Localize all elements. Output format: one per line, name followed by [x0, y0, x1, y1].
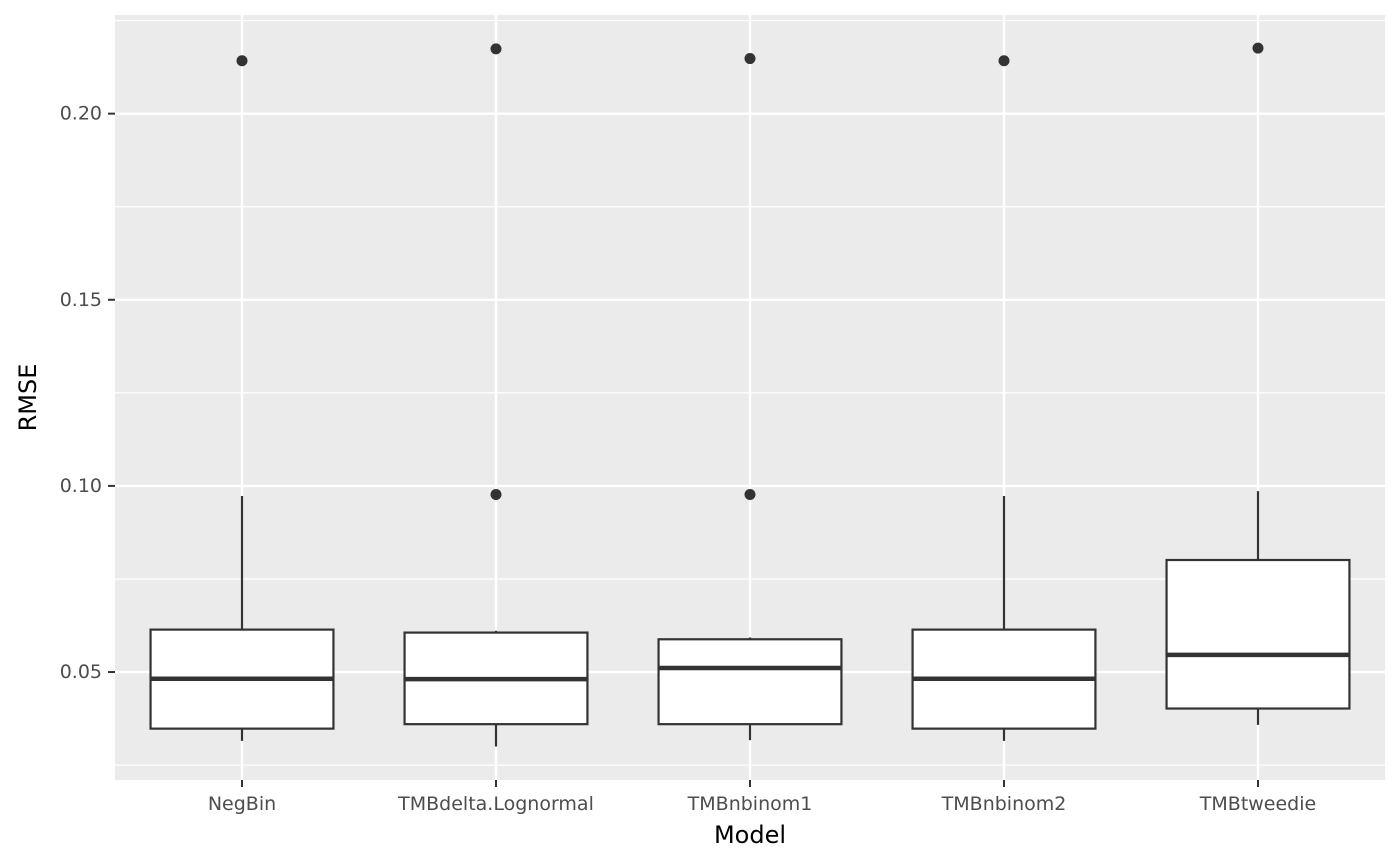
- box-iqr: [657, 638, 843, 726]
- x-tick-label: TMBnbinom1: [687, 793, 813, 815]
- box-iqr: [1165, 558, 1351, 710]
- outlier-point: [490, 488, 502, 500]
- y-tick-label: 0.05: [60, 661, 102, 683]
- y-tick-label: 0.10: [60, 475, 102, 497]
- box-tmbnbinom1: [657, 53, 843, 741]
- box-negbin: [149, 55, 335, 741]
- y-axis-title: RMSE: [14, 364, 42, 432]
- box-series: [149, 42, 1351, 747]
- outlier-point: [1252, 42, 1264, 54]
- y-tick-label: 0.20: [60, 103, 102, 125]
- box-tmbdelta-lognormal: [403, 43, 589, 747]
- outlier-point: [744, 53, 756, 65]
- x-tick-label: TMBdelta.Lognormal: [397, 793, 594, 815]
- x-tick-label: TMBnbinom2: [941, 793, 1067, 815]
- outlier-point: [236, 55, 248, 67]
- x-tick-label: TMBtweedie: [1199, 793, 1316, 815]
- x-axis: NegBin TMBdelta.Lognormal TMBnbinom1 TMBnbi…: [208, 780, 1316, 815]
- y-axis: 0.05 0.10 0.15 0.20: [60, 103, 115, 683]
- outlier-point: [744, 488, 756, 500]
- x-axis-title: Model: [714, 821, 786, 849]
- box-tmbtweedie: [1165, 42, 1351, 725]
- outlier-point: [998, 55, 1010, 67]
- y-tick-label: 0.15: [60, 289, 102, 311]
- outlier-point: [490, 43, 502, 55]
- box-tmbnbinom2: [911, 55, 1097, 741]
- x-tick-label: NegBin: [208, 793, 276, 815]
